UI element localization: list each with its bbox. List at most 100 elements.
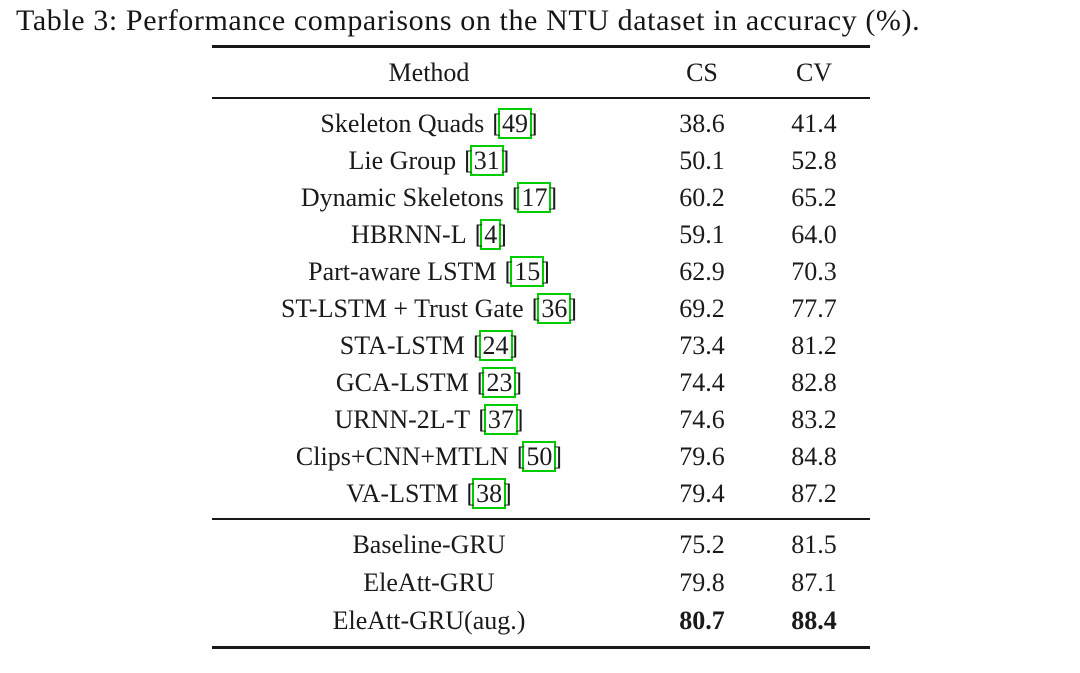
cv-value: 84.8 <box>791 441 837 471</box>
method-name: STA-LSTM <box>339 330 465 360</box>
results-table: Method CS CV Skeleton Quads [49] 38.6 41.… <box>212 45 870 649</box>
table-row: Skeleton Quads [49] 38.6 41.4 <box>212 105 870 142</box>
cs-value: 73.4 <box>679 330 725 360</box>
citation-open-bracket: [ <box>478 404 487 434</box>
cv-value: 41.4 <box>791 108 837 138</box>
table-row: ST-LSTM + Trust Gate [36] 69.2 77.7 <box>212 290 870 327</box>
citation-open-bracket: [ <box>531 293 541 323</box>
citation-open-bracket: [ <box>464 145 473 175</box>
table-row: EleAtt-GRU 79.8 87.1 <box>212 564 870 602</box>
top-rule <box>212 45 870 48</box>
cv-value: 82.8 <box>791 367 837 397</box>
citation-close-bracket: ] <box>503 478 512 508</box>
proposed-methods-section: Baseline-GRU 75.2 81.5 EleAtt-GRU 79.8 8… <box>212 520 870 646</box>
citation-link[interactable]: [49] <box>492 107 538 140</box>
column-header-method: Method <box>388 57 470 87</box>
table-row: HBRNN-L [4] 59.1 64.0 <box>212 216 870 253</box>
table-caption: Table 3: Performance comparisons on the … <box>16 4 921 37</box>
method-cell: STA-LSTM [24] <box>212 329 646 362</box>
method-name: VA-LSTM <box>346 478 459 508</box>
citation-number[interactable]: 4 <box>480 218 502 251</box>
cs-value: 75.2 <box>679 530 725 559</box>
cv-value: 64.0 <box>791 219 837 249</box>
cs-value: 62.9 <box>679 256 725 286</box>
method-name: Lie Group <box>348 145 457 175</box>
method-name: HBRNN-L <box>351 219 467 249</box>
citation-open-bracket: [ <box>474 219 484 249</box>
citation-open-bracket: [ <box>472 330 482 360</box>
citation-open-bracket: [ <box>504 256 514 286</box>
citation-link[interactable]: [23] <box>476 366 523 399</box>
method-name: EleAtt-GRU(aug.) <box>332 606 526 635</box>
method-name: Dynamic Skeletons <box>300 182 504 212</box>
table-header-row: Method CS CV <box>212 48 870 97</box>
column-header-cv: CV <box>795 57 833 87</box>
citation-open-bracket: [ <box>476 367 486 397</box>
citation-link[interactable]: [37] <box>478 403 524 436</box>
citation-number[interactable]: 38 <box>472 477 507 510</box>
cv-value: 52.8 <box>791 145 837 175</box>
citation-number[interactable]: 37 <box>483 403 518 436</box>
citation-close-bracket: ] <box>509 330 519 360</box>
cv-value: 83.2 <box>791 404 837 434</box>
prior-methods-section: Skeleton Quads [49] 38.6 41.4 Lie Group [3… <box>212 99 870 518</box>
cs-value: 79.6 <box>679 441 725 471</box>
citation-open-bracket: [ <box>516 441 526 471</box>
method-cell: Part-aware LSTM [15] <box>212 255 646 288</box>
citation-link[interactable]: [36] <box>531 292 578 325</box>
method-cell: ST-LSTM + Trust Gate [36] <box>212 292 646 325</box>
citation-close-bracket: ] <box>528 108 538 138</box>
table-row: Dynamic Skeletons [17] 60.2 65.2 <box>212 179 870 216</box>
cs-value: 80.7 <box>679 606 725 635</box>
cs-value: 69.2 <box>679 293 725 323</box>
citation-close-bracket: ] <box>568 293 578 323</box>
citation-link[interactable]: [24] <box>472 329 519 362</box>
cs-value: 38.6 <box>679 108 725 138</box>
cs-value: 59.1 <box>679 219 725 249</box>
citation-close-bracket: ] <box>513 367 523 397</box>
citation-link[interactable]: [4] <box>474 218 507 251</box>
method-cell: EleAtt-GRU <box>212 568 646 598</box>
citation-number[interactable]: 15 <box>510 255 545 288</box>
table-row: GCA-LSTM [23] 74.4 82.8 <box>212 364 870 401</box>
cv-value: 81.5 <box>791 530 837 559</box>
citation-number[interactable]: 36 <box>537 292 572 325</box>
citation-open-bracket: [ <box>511 182 521 212</box>
table-row: STA-LSTM [24] 73.4 81.2 <box>212 327 870 364</box>
citation-number[interactable]: 23 <box>482 366 517 399</box>
citation-close-bracket: ] <box>514 404 524 434</box>
header-rule <box>212 97 870 99</box>
citation-number[interactable]: 49 <box>497 107 532 140</box>
method-name: ST-LSTM + Trust Gate <box>280 293 524 323</box>
citation-link[interactable]: [38] <box>466 477 512 510</box>
method-name: Part-aware LSTM <box>308 256 497 286</box>
citation-open-bracket: [ <box>466 478 476 508</box>
table-row: Part-aware LSTM [15] 62.9 70.3 <box>212 253 870 290</box>
method-cell: EleAtt-GRU(aug.) <box>212 606 646 636</box>
method-name: URNN-2L-T <box>334 404 471 434</box>
citation-number[interactable]: 17 <box>517 181 552 214</box>
citation-number[interactable]: 24 <box>478 329 513 362</box>
method-name: EleAtt-GRU <box>363 568 495 597</box>
table-row: Lie Group [31] 50.1 52.8 <box>212 142 870 179</box>
citation-number[interactable]: 50 <box>522 440 557 473</box>
method-cell: URNN-2L-T [37] <box>212 403 646 436</box>
method-name: Baseline-GRU <box>352 530 506 559</box>
cv-value: 87.2 <box>791 478 837 508</box>
cv-value: 77.7 <box>791 293 837 323</box>
citation-close-bracket: ] <box>498 219 507 249</box>
table-row: VA-LSTM [38] 79.4 87.2 <box>212 475 870 512</box>
citation-close-bracket: ] <box>553 441 563 471</box>
method-cell: HBRNN-L [4] <box>212 218 646 251</box>
cv-value: 87.1 <box>791 568 837 597</box>
citation-number[interactable]: 31 <box>469 144 504 177</box>
citation-link[interactable]: [50] <box>516 440 563 473</box>
citation-link[interactable]: [31] <box>464 144 509 177</box>
cv-value: 88.4 <box>791 606 837 635</box>
citation-link[interactable]: [15] <box>504 255 550 288</box>
cs-value: 74.4 <box>679 367 725 397</box>
bottom-rule <box>212 646 870 649</box>
cv-value: 70.3 <box>791 256 837 286</box>
citation-link[interactable]: [17] <box>511 181 557 214</box>
table-row: Baseline-GRU 75.2 81.5 <box>212 526 870 564</box>
